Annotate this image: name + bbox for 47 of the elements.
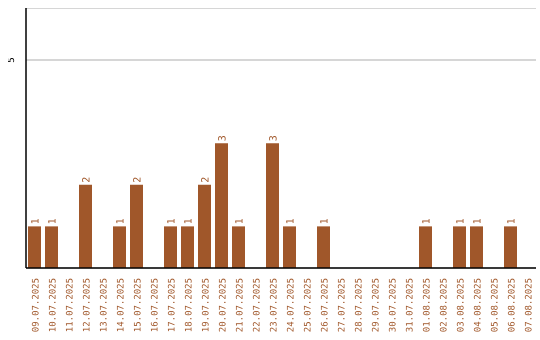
x-tick-label: 18.07.2025	[184, 278, 194, 332]
x-tick-label: 03.08.2025	[456, 278, 466, 332]
x-tick-label: 10.07.2025	[48, 278, 58, 332]
x-tick-label: 02.08.2025	[440, 278, 450, 332]
data-label: 1	[422, 218, 432, 224]
data-label: 1	[48, 218, 58, 224]
x-tick-label: 30.07.2025	[388, 278, 398, 332]
x-tick-label: 31.07.2025	[406, 278, 416, 332]
data-label: 2	[82, 176, 92, 183]
data-label: 1	[166, 218, 178, 224]
x-tick-label: 21.07.2025	[236, 278, 246, 332]
data-label: 1	[184, 218, 194, 224]
x-tick-label: 11.07.2025	[66, 278, 76, 332]
x-tick-label: 06.08.2025	[508, 278, 518, 332]
x-tick-label: 27.07.2025	[338, 278, 348, 332]
x-tick-label: 25.07.2025	[304, 278, 314, 332]
x-tick-label: 09.07.2025	[32, 278, 42, 332]
data-label: 3	[218, 135, 228, 142]
x-tick-label: 23.07.2025	[270, 278, 280, 332]
data-label: 1	[472, 218, 484, 224]
data-label: 1	[116, 218, 126, 224]
x-tick-label: 04.08.2025	[474, 278, 484, 332]
x-tick-label: 28.07.2025	[354, 278, 364, 332]
x-tick-label: 22.07.2025	[252, 278, 262, 332]
x-tick-label: 13.07.2025	[100, 278, 110, 332]
x-tick-label: 19.07.2025	[202, 278, 212, 332]
x-tick-label: 12.07.2025	[82, 278, 92, 332]
data-label: 1	[506, 218, 518, 224]
data-label: 2	[200, 176, 212, 183]
data-label: 1	[30, 218, 42, 224]
x-tick-label: 14.07.2025	[116, 278, 126, 332]
x-tick-label: 17.07.2025	[168, 278, 178, 332]
data-label: 3	[268, 135, 280, 142]
x-tick-label: 07.08.2025	[524, 278, 534, 332]
x-tick-label: 24.07.2025	[286, 278, 296, 332]
data-label: 2	[132, 176, 144, 183]
x-tick-label: 29.07.2025	[372, 278, 382, 332]
data-label: 1	[320, 218, 330, 224]
data-label: 1	[456, 218, 466, 224]
x-tick-label: 01.08.2025	[422, 278, 432, 332]
x-tick-label: 15.07.2025	[134, 278, 144, 332]
x-tick-label: 20.07.2025	[218, 278, 228, 332]
data-label: 1	[234, 218, 246, 224]
x-tick-label: 16.07.2025	[150, 278, 160, 332]
data-label: 1	[286, 218, 296, 224]
x-tick-label: 26.07.2025	[320, 278, 330, 332]
x-tick-label: 05.08.2025	[490, 278, 500, 332]
